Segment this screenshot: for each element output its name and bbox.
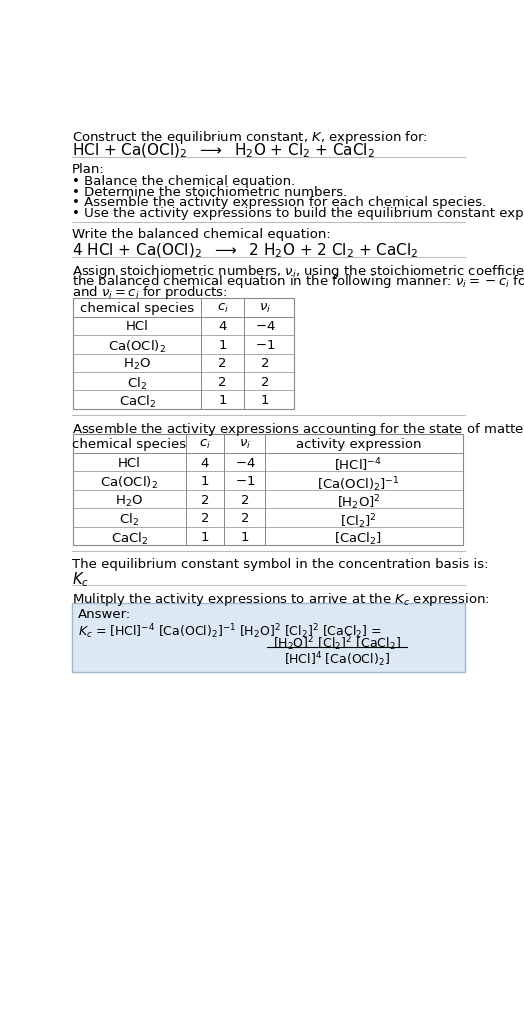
FancyBboxPatch shape — [72, 603, 465, 672]
Text: the balanced chemical equation in the following manner: $\nu_i = -c_i$ for react: the balanced chemical equation in the fo… — [72, 274, 524, 290]
Text: 4: 4 — [219, 321, 226, 334]
Text: $c_i$: $c_i$ — [199, 438, 211, 451]
Text: Mulitply the activity expressions to arrive at the $K_c$ expression:: Mulitply the activity expressions to arr… — [72, 591, 489, 607]
Text: CaCl$_2$: CaCl$_2$ — [118, 394, 156, 410]
Text: 2: 2 — [201, 494, 209, 506]
Text: 4 HCl + Ca(OCl)$_2$  $\longrightarrow$  2 H$_2$O + 2 Cl$_2$ + CaCl$_2$: 4 HCl + Ca(OCl)$_2$ $\longrightarrow$ 2 … — [72, 241, 418, 259]
Text: HCl + Ca(OCl)$_2$  $\longrightarrow$  H$_2$O + Cl$_2$ + CaCl$_2$: HCl + Ca(OCl)$_2$ $\longrightarrow$ H$_2… — [72, 142, 375, 160]
Text: 2: 2 — [261, 357, 269, 371]
Text: Construct the equilibrium constant, $K$, expression for:: Construct the equilibrium constant, $K$,… — [72, 129, 428, 146]
Text: 4: 4 — [201, 456, 209, 470]
Text: [HCl]$^{-4}$: [HCl]$^{-4}$ — [334, 456, 383, 474]
Text: Cl$_2$: Cl$_2$ — [119, 513, 139, 528]
Text: [Ca(OCl)$_2$]$^{-1}$: [Ca(OCl)$_2$]$^{-1}$ — [317, 475, 400, 494]
Text: 2: 2 — [241, 494, 249, 506]
Text: [H$_2$O]$^2$ [Cl$_2$]$^2$ [CaCl$_2$]: [H$_2$O]$^2$ [Cl$_2$]$^2$ [CaCl$_2$] — [273, 635, 401, 653]
Text: 2: 2 — [218, 376, 227, 389]
Text: H$_2$O: H$_2$O — [123, 357, 151, 373]
Text: $-4$: $-4$ — [235, 456, 255, 470]
Text: 1: 1 — [261, 394, 269, 407]
Text: Cl$_2$: Cl$_2$ — [127, 376, 147, 392]
Text: CaCl$_2$: CaCl$_2$ — [111, 531, 148, 546]
Text: HCl: HCl — [118, 456, 141, 470]
Text: 1: 1 — [201, 475, 209, 488]
FancyBboxPatch shape — [73, 434, 463, 545]
Text: $\nu_i$: $\nu_i$ — [239, 438, 251, 451]
FancyBboxPatch shape — [73, 298, 294, 409]
Text: $-4$: $-4$ — [255, 321, 276, 334]
Text: and $\nu_i = c_i$ for products:: and $\nu_i = c_i$ for products: — [72, 284, 227, 301]
Text: [CaCl$_2$]: [CaCl$_2$] — [334, 531, 383, 546]
Text: • Balance the chemical equation.: • Balance the chemical equation. — [72, 175, 295, 188]
Text: Ca(OCl)$_2$: Ca(OCl)$_2$ — [101, 475, 158, 491]
Text: The equilibrium constant symbol in the concentration basis is:: The equilibrium constant symbol in the c… — [72, 557, 488, 571]
Text: $K_c$: $K_c$ — [72, 571, 89, 589]
Text: Write the balanced chemical equation:: Write the balanced chemical equation: — [72, 228, 331, 241]
Text: activity expression: activity expression — [296, 438, 421, 451]
Text: • Determine the stoichiometric numbers.: • Determine the stoichiometric numbers. — [72, 186, 347, 199]
Text: Ca(OCl)$_2$: Ca(OCl)$_2$ — [108, 339, 166, 355]
Text: chemical species: chemical species — [72, 438, 187, 451]
Text: Assemble the activity expressions accounting for the state of matter and $\nu_i$: Assemble the activity expressions accoun… — [72, 422, 524, 438]
Text: $K_c$ = [HCl]$^{-4}$ [Ca(OCl)$_2$]$^{-1}$ [H$_2$O]$^2$ [Cl$_2$]$^2$ [CaCl$_2$] =: $K_c$ = [HCl]$^{-4}$ [Ca(OCl)$_2$]$^{-1}… — [78, 622, 381, 641]
Text: 2: 2 — [261, 376, 269, 389]
Text: [Cl$_2$]$^2$: [Cl$_2$]$^2$ — [340, 513, 377, 531]
Text: 1: 1 — [201, 531, 209, 543]
Text: 1: 1 — [241, 531, 249, 543]
Text: 2: 2 — [201, 513, 209, 525]
Text: [H$_2$O]$^2$: [H$_2$O]$^2$ — [336, 494, 380, 513]
Text: Answer:: Answer: — [78, 609, 131, 622]
Text: $-1$: $-1$ — [235, 475, 255, 488]
Text: • Assemble the activity expression for each chemical species.: • Assemble the activity expression for e… — [72, 196, 486, 209]
Text: H$_2$O: H$_2$O — [115, 494, 144, 508]
Text: Assign stoichiometric numbers, $\nu_i$, using the stoichiometric coefficients, $: Assign stoichiometric numbers, $\nu_i$, … — [72, 262, 524, 280]
Text: Plan:: Plan: — [72, 163, 104, 177]
Text: • Use the activity expressions to build the equilibrium constant expression.: • Use the activity expressions to build … — [72, 207, 524, 221]
Text: 2: 2 — [218, 357, 227, 371]
Text: 1: 1 — [218, 339, 227, 352]
Text: chemical species: chemical species — [80, 302, 194, 314]
Text: 1: 1 — [218, 394, 227, 407]
Text: 2: 2 — [241, 513, 249, 525]
Text: $c_i$: $c_i$ — [216, 302, 228, 315]
Text: [HCl]$^4$ [Ca(OCl)$_2$]: [HCl]$^4$ [Ca(OCl)$_2$] — [284, 650, 390, 669]
Text: $-1$: $-1$ — [255, 339, 275, 352]
Text: $\nu_i$: $\nu_i$ — [259, 302, 271, 315]
Text: HCl: HCl — [126, 321, 149, 334]
